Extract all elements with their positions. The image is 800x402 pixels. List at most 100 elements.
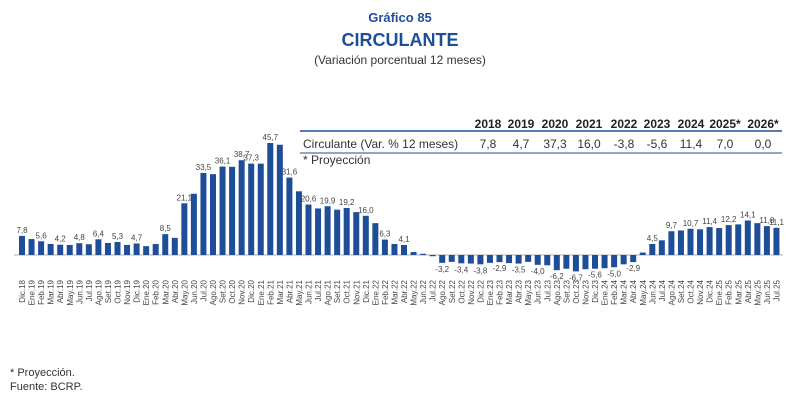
x-tick-label: Abr.20 xyxy=(171,279,180,303)
x-tick-label: Nov.20 xyxy=(238,279,247,304)
x-tick-label: Mar.22 xyxy=(390,279,399,304)
table-value-cell: 11,4 xyxy=(680,137,703,151)
bar xyxy=(467,255,474,264)
bar xyxy=(95,239,102,255)
x-tick-label: Set.19 xyxy=(104,279,113,303)
x-tick-label: Mar.25 xyxy=(734,279,743,304)
x-tick-label: Ene.22 xyxy=(371,279,380,305)
bar xyxy=(486,255,493,263)
bar xyxy=(76,243,83,255)
bar xyxy=(353,212,360,256)
x-tick-label: Abr.19 xyxy=(56,279,65,303)
x-tick-label: May.23 xyxy=(524,279,533,305)
table-value-cell: 0,0 xyxy=(755,137,772,151)
bar-value-label: 5,6 xyxy=(36,231,48,240)
bar xyxy=(773,227,780,256)
bar-value-label: -5,6 xyxy=(588,271,602,280)
bar-value-label: -3,2 xyxy=(435,265,449,274)
x-tick-label: May.22 xyxy=(410,279,419,305)
bar xyxy=(85,244,92,255)
x-tick-label: Nov.19 xyxy=(123,279,132,304)
bar-value-label: 19,2 xyxy=(339,198,355,207)
x-tick-label: Feb.23 xyxy=(496,279,505,304)
x-tick-label: Ene.19 xyxy=(28,279,37,305)
bar xyxy=(448,255,455,262)
bar xyxy=(124,244,131,255)
bar-value-label: -2,9 xyxy=(626,264,640,273)
x-tick-label: Dic.18 xyxy=(18,279,27,302)
bar xyxy=(104,243,111,256)
bar-value-label: -5,0 xyxy=(607,269,621,278)
x-tick-label: Ene.23 xyxy=(486,279,495,305)
bar xyxy=(429,255,436,257)
bar xyxy=(315,208,322,255)
x-tick-label: Jul.21 xyxy=(314,279,323,301)
x-tick-label: Nov.24 xyxy=(696,279,705,304)
bar xyxy=(639,252,646,255)
x-tick-label: Jul.23 xyxy=(543,279,552,301)
bar-value-label: -3,4 xyxy=(454,265,468,274)
bar-value-label: -6,2 xyxy=(550,272,564,281)
x-tick-label: Oct.19 xyxy=(114,279,123,303)
bar xyxy=(257,163,264,256)
bar-value-label: 4,7 xyxy=(131,233,143,242)
x-tick-label: Ago.23 xyxy=(553,279,562,305)
bar-value-label: 20,6 xyxy=(301,195,317,204)
x-tick-label: May.20 xyxy=(180,279,189,305)
bar-value-label: 8,5 xyxy=(160,224,172,233)
bar xyxy=(295,191,302,255)
bar xyxy=(19,235,25,255)
x-tick-label: Jun.25 xyxy=(763,279,772,304)
x-tick-label: Jun.24 xyxy=(648,279,657,304)
bar-value-label: 31,6 xyxy=(282,168,298,177)
bar-value-label: 45,7 xyxy=(263,133,279,142)
table-year-header: 2022 xyxy=(611,117,638,131)
bar-value-label: 4,2 xyxy=(55,235,67,244)
bar xyxy=(66,244,73,255)
chart-label: Gráfico 85 xyxy=(368,10,432,25)
bar xyxy=(763,226,770,255)
table-value-cell: -3,8 xyxy=(614,137,635,151)
bar-value-label: 5,3 xyxy=(112,232,124,241)
table-note: * Proyección xyxy=(303,153,370,167)
bar xyxy=(677,230,684,255)
x-tick-label: Mar.21 xyxy=(276,279,285,304)
x-tick-label: Dic.19 xyxy=(133,279,142,302)
bar xyxy=(544,255,551,266)
x-tick-label: Feb.20 xyxy=(152,279,161,304)
bar-value-label: -3,8 xyxy=(474,266,488,275)
table-year-header: 2025* xyxy=(709,117,741,131)
x-tick-label: Jul.19 xyxy=(85,279,94,301)
x-tick-label: Abr.24 xyxy=(629,279,638,303)
x-tick-label: Ago.21 xyxy=(324,279,333,305)
bar xyxy=(47,243,54,255)
bar xyxy=(582,255,589,270)
bar xyxy=(286,177,293,255)
bar-value-label: 11,1 xyxy=(769,218,785,227)
x-tick-label: Mar.23 xyxy=(505,279,514,304)
bar xyxy=(706,227,713,255)
bar xyxy=(458,255,465,264)
x-tick-label: Feb.21 xyxy=(266,279,275,304)
bar xyxy=(152,243,159,255)
bar xyxy=(372,223,379,255)
x-tick-label: Nov.21 xyxy=(352,279,361,304)
x-tick-label: May.19 xyxy=(66,279,75,305)
bar-value-label: 16,0 xyxy=(358,206,374,215)
bar xyxy=(238,160,245,256)
bar-value-label: -3,5 xyxy=(512,266,526,275)
x-tick-label: May.25 xyxy=(753,279,762,305)
bar xyxy=(305,204,312,255)
bar xyxy=(391,243,398,255)
x-tick-label: May.21 xyxy=(295,279,304,305)
bar xyxy=(725,225,732,255)
x-tick-label: Jul.25 xyxy=(772,279,781,301)
bar xyxy=(229,166,236,255)
bar xyxy=(420,253,427,256)
bar xyxy=(57,244,64,255)
bar xyxy=(439,255,446,263)
bar xyxy=(171,237,178,255)
chart-subtitle: (Variación porcentual 12 meses) xyxy=(314,53,486,67)
bar xyxy=(697,229,704,256)
bar-value-label: 11,8 xyxy=(759,216,775,225)
